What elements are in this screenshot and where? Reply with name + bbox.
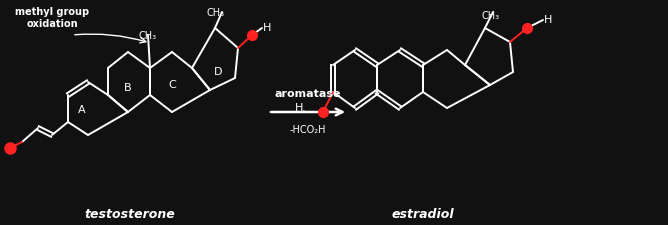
Text: CH₃: CH₃ [207, 8, 225, 18]
Text: H.: H. [295, 103, 307, 113]
Text: A: A [78, 105, 86, 115]
Text: -HCO₂H: -HCO₂H [290, 125, 326, 135]
Text: H: H [544, 15, 552, 25]
Text: CH₃: CH₃ [139, 31, 157, 41]
Text: estradiol: estradiol [391, 209, 454, 221]
Text: C: C [168, 80, 176, 90]
Text: D: D [214, 67, 222, 77]
Text: B: B [124, 83, 132, 93]
Text: H: H [263, 23, 271, 33]
Text: methyl group
oxidation: methyl group oxidation [15, 7, 89, 29]
Text: CH₃: CH₃ [482, 11, 500, 21]
Text: aromatase: aromatase [275, 89, 341, 99]
Text: testosterone: testosterone [85, 209, 176, 221]
